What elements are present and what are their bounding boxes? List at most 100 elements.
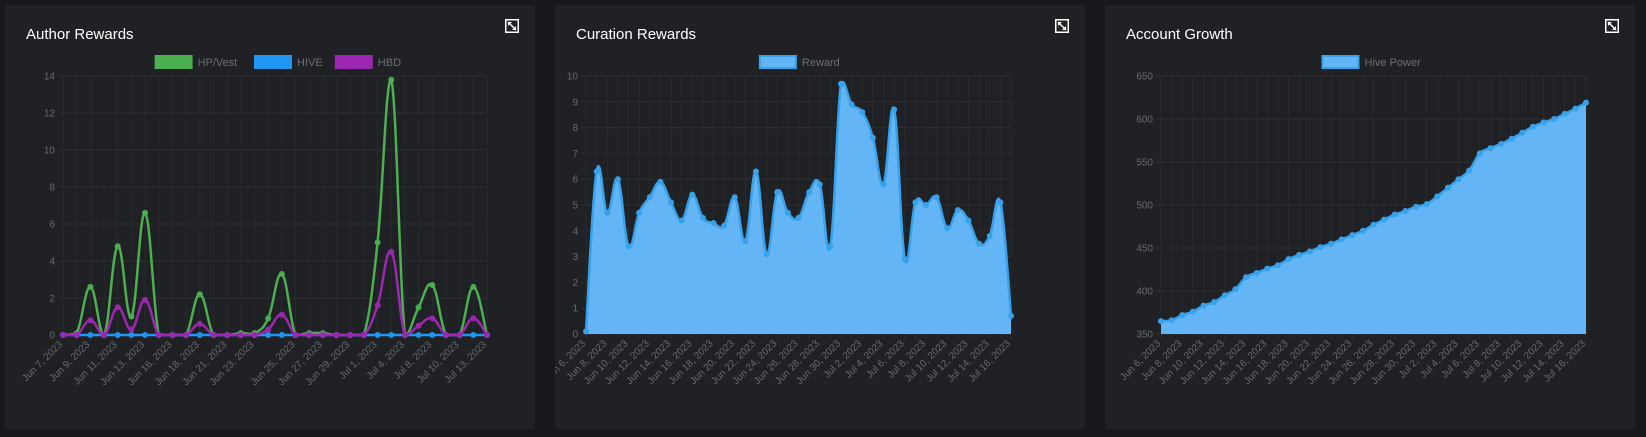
data-point [1455, 176, 1462, 183]
data-point [880, 181, 887, 188]
data-point [128, 313, 135, 320]
data-point [142, 332, 149, 338]
data-point [1381, 216, 1388, 223]
y-tick-label: 3 [572, 252, 578, 263]
data-point [1200, 302, 1207, 309]
data-point [429, 315, 436, 322]
legend: Reward [758, 55, 840, 69]
data-point [710, 220, 717, 227]
data-point [210, 332, 217, 338]
data-point [333, 332, 340, 338]
data-point [251, 332, 258, 338]
data-point [1221, 292, 1228, 299]
data-point [1434, 193, 1441, 200]
y-tick-label: 350 [1136, 330, 1153, 341]
data-point [668, 199, 674, 206]
expand-icon[interactable] [505, 19, 519, 33]
data-point [731, 194, 738, 201]
panel-title: Curation Rewards [576, 26, 697, 43]
panel-title: Author Rewards [26, 26, 134, 43]
data-point [784, 209, 791, 216]
data-point [614, 176, 621, 183]
data-point [753, 168, 759, 175]
legend-label: HIVE [297, 57, 323, 69]
data-point [1274, 262, 1281, 269]
data-point [1008, 312, 1014, 319]
data-point [774, 189, 781, 196]
legend-label: Hive Power [1365, 57, 1422, 69]
data-point [1508, 135, 1515, 142]
y-tick-label: 7 [572, 149, 578, 160]
data-point [415, 304, 422, 311]
data-point [1296, 251, 1303, 258]
data-point [388, 332, 395, 338]
data-point [848, 101, 855, 108]
y-tick-label: 400 [1136, 287, 1153, 298]
data-point [374, 239, 381, 246]
y-tick-label: 9 [572, 97, 578, 108]
data-point [986, 232, 993, 239]
data-point [278, 332, 285, 338]
legend-label: Reward [802, 57, 840, 69]
data-point [60, 332, 66, 338]
data-point [278, 311, 285, 318]
data-point [1338, 236, 1345, 243]
y-tick-label: 6 [572, 175, 578, 186]
data-point [306, 332, 313, 338]
data-point [1349, 232, 1356, 239]
data-point [319, 332, 326, 338]
data-point [1264, 265, 1271, 272]
y-tick-label: 1 [572, 304, 578, 315]
legend-swatch [254, 55, 292, 69]
data-point [742, 238, 749, 245]
data-point [657, 178, 664, 185]
data-point [128, 326, 135, 333]
legend: HP/Vest HIVE HBD [154, 55, 401, 69]
data-point [73, 332, 80, 338]
legend-label: HBD [378, 57, 401, 69]
y-tick-label: 0 [572, 330, 578, 341]
data-point [456, 332, 463, 338]
data-point [827, 243, 834, 250]
data-point [415, 322, 422, 329]
expand-icon[interactable] [1055, 19, 1069, 33]
y-tick-label: 450 [1136, 244, 1153, 255]
data-point [1359, 227, 1366, 234]
data-point [388, 248, 395, 255]
data-point [196, 320, 203, 327]
data-point [360, 332, 367, 338]
data-point [1413, 203, 1419, 210]
legend-swatch [1321, 55, 1360, 69]
data-point [87, 283, 94, 290]
data-point [1253, 269, 1260, 276]
y-tick-label: 10 [567, 72, 579, 83]
data-point [869, 134, 876, 141]
y-tick-label: 12 [44, 109, 56, 120]
y-tick-label: 500 [1136, 201, 1153, 212]
expand-icon[interactable] [1605, 19, 1619, 33]
data-point [347, 332, 354, 338]
data-point [1232, 286, 1239, 293]
y-tick-label: 10 [44, 146, 56, 157]
data-point [795, 214, 802, 221]
data-point [1243, 274, 1249, 281]
y-tick-label: 0 [49, 331, 55, 342]
series-line [62, 78, 489, 337]
data-point [169, 332, 176, 338]
data-point [388, 76, 395, 83]
data-point [142, 209, 149, 216]
data-point [1168, 317, 1175, 324]
data-point [114, 243, 121, 250]
data-point [470, 283, 477, 290]
y-tick-label: 550 [1136, 158, 1153, 169]
data-point [1158, 318, 1164, 325]
data-point [689, 191, 696, 198]
y-tick-label: 2 [49, 294, 55, 305]
y-tick-label: 600 [1136, 115, 1153, 126]
data-point [1466, 167, 1473, 174]
data-point [678, 217, 685, 224]
grid [58, 75, 488, 340]
data-point [901, 256, 908, 263]
data-point [1391, 211, 1398, 218]
